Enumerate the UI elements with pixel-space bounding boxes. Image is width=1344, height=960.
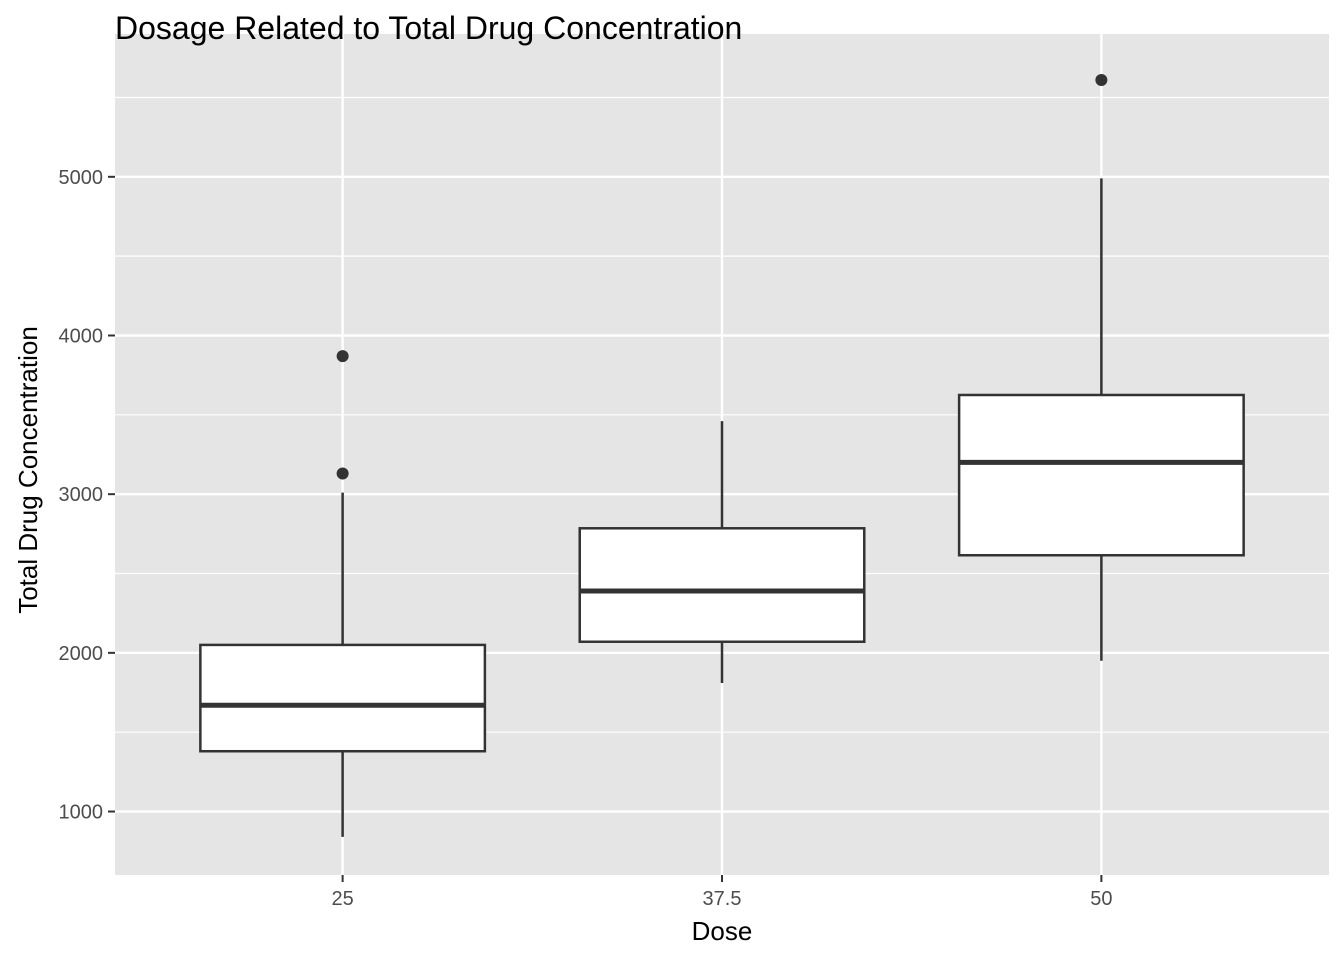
y-tick-label: 5000 — [59, 167, 104, 189]
y-tick-label: 4000 — [59, 325, 104, 347]
iqr-box — [199, 643, 487, 753]
outlier-point — [1095, 74, 1108, 87]
box-25 — [199, 350, 487, 837]
outlier-point — [336, 467, 349, 480]
iqr-box — [578, 527, 866, 643]
x-axis-title: Dose — [692, 916, 753, 946]
box-50 — [957, 74, 1245, 661]
x-tick-label: 25 — [332, 888, 354, 910]
boxes — [199, 74, 1245, 837]
y-axis-ticks: 1000 2000 3000 4000 5000 — [59, 167, 115, 824]
y-tick-label: 2000 — [59, 643, 104, 665]
x-tick-label: 37.5 — [703, 888, 742, 910]
iqr-box — [957, 393, 1245, 557]
chart-title: Dosage Related to Total Drug Concentrati… — [115, 10, 742, 46]
y-tick-label: 3000 — [59, 484, 104, 506]
x-tick-label: 50 — [1090, 888, 1112, 910]
y-axis-title: Total Drug Concentration — [13, 326, 43, 614]
outlier-point — [336, 350, 349, 363]
y-tick-label: 1000 — [59, 802, 104, 824]
x-axis-ticks: 25 37.5 50 — [332, 875, 1113, 910]
box-37.5 — [578, 421, 866, 683]
